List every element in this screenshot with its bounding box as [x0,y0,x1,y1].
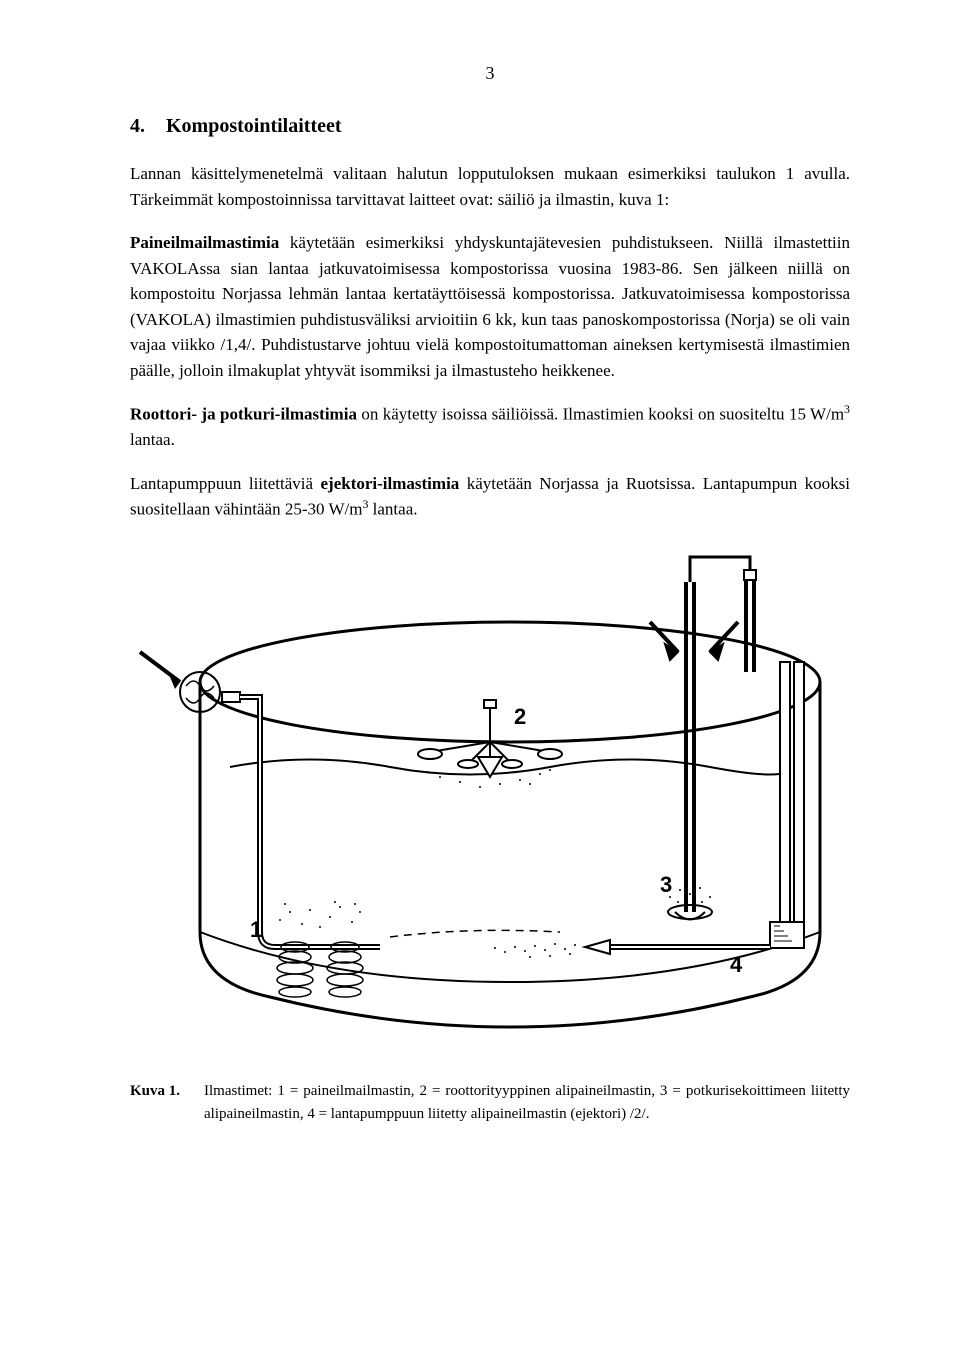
section-heading: 4.Kompostointilaitteet [130,111,850,141]
paragraph-2-body: käytetään esimerkiksi yhdyskuntajätevesi… [130,233,850,380]
figure-1-caption: Kuva 1. Ilmastimet: 1 = paineilmailmasti… [130,1080,850,1125]
section-title: Kompostointilaitteet [166,115,342,137]
term-ejektori: ejektori-ilmastimia [321,474,460,493]
paragraph-3a: on käytetty isoissa säiliöissä. Ilmastim… [357,405,844,424]
paragraph-4: Lantapumppuun liitettäviä ejektori-ilmas… [130,471,850,523]
tank-diagram: 1 2 [130,552,850,1032]
figure-caption-text: Ilmastimet: 1 = paineilmailmastin, 2 = r… [204,1080,850,1125]
device-1-pipe [222,692,380,947]
label-4: 4 [730,952,743,977]
figure-1: 1 2 [130,552,850,1040]
device-2-rotor [418,700,562,788]
label-3: 3 [660,872,672,897]
page-number: 3 [130,60,850,87]
paragraph-3: Roottori- ja potkuri-ilmastimia on käyte… [130,401,850,453]
section-number: 4. [130,111,166,141]
figure-caption-label: Kuva 1. [130,1080,180,1125]
label-1: 1 [250,917,262,942]
paragraph-2: Paineilmailmastimia käytetään esimerkiks… [130,230,850,383]
term-roottori-potkuri: Roottori- ja potkuri-ilmastimia [130,405,357,424]
term-paineilmailmastimia: Paineilmailmastimia [130,233,279,252]
device-4-ejector [494,662,804,958]
label-2: 2 [514,704,526,729]
paragraph-4a: Lantapumppuun liitettäviä [130,474,321,493]
sup-3: 3 [844,402,850,416]
paragraph-4c: lantaa. [368,500,417,519]
device-3-mixer [650,557,756,920]
paragraph-1: Lannan käsittelymenetelmä valitaan halut… [130,161,850,212]
paragraph-3b: lantaa. [130,430,175,449]
inlet-fan-icon [140,652,220,712]
